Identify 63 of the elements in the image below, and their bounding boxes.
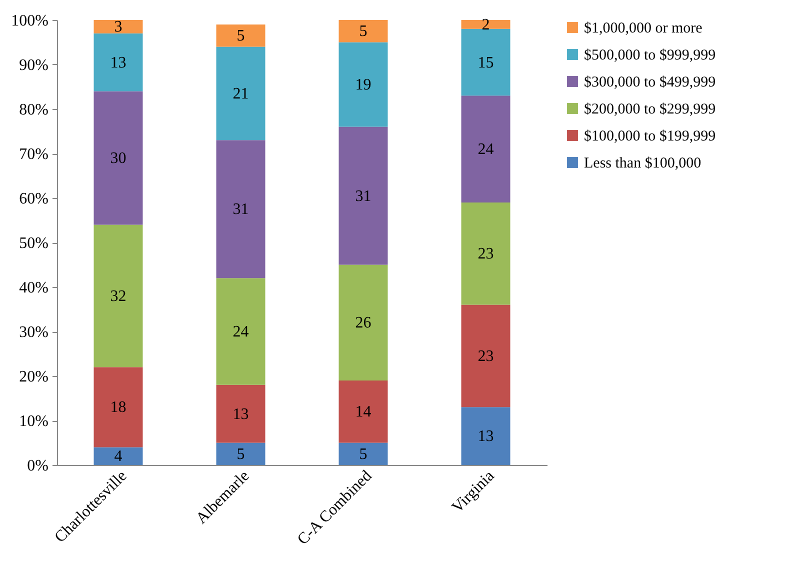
data-label: 24 [232, 324, 249, 340]
bar [216, 278, 266, 385]
data-label: 31 [232, 201, 249, 218]
y-tick-label: 70% [19, 146, 48, 163]
data-label: 30 [110, 150, 126, 167]
data-label: 13 [478, 428, 494, 446]
legend-label: $300,000 to $499,999 [584, 74, 716, 90]
bar [94, 33, 143, 92]
y-tick-label: 10% [19, 413, 48, 430]
bar [94, 447, 143, 465]
bar [461, 407, 510, 465]
bar [461, 304, 510, 408]
legend-label: $500,000 to $999,999 [584, 48, 716, 64]
bar [94, 367, 143, 448]
data-label: 21 [232, 85, 249, 102]
bar [216, 140, 266, 278]
y-tick-label: 100% [11, 12, 48, 30]
bar [216, 384, 266, 443]
legend-label: $100,000 to $199,999 [584, 128, 716, 144]
legend-label: Less than $100,000 [584, 156, 702, 172]
data-label: 26 [355, 314, 372, 332]
y-tick-label: 80% [19, 102, 48, 118]
data-label: 24 [478, 141, 494, 158]
bar [461, 96, 510, 202]
legend-label: $200,000 to $299,999 [584, 102, 716, 118]
data-label: 13 [232, 406, 249, 423]
data-label: 31 [355, 188, 372, 205]
data-label: 19 [355, 76, 372, 94]
bar [94, 224, 143, 368]
data-label: 3 [114, 18, 122, 36]
bar [338, 264, 388, 380]
data-label: 15 [478, 54, 494, 72]
y-tick-label: 50% [19, 235, 48, 252]
y-tick-label: 60% [19, 190, 48, 208]
data-label: 23 [478, 246, 494, 263]
bar [338, 380, 388, 443]
data-label: 5 [236, 446, 245, 463]
data-label: 5 [236, 28, 245, 45]
data-label: 32 [110, 288, 126, 305]
data-label: 18 [110, 399, 126, 416]
data-label: 23 [478, 348, 494, 365]
legend-label: $1,000,000 or more [584, 20, 703, 36]
data-label: 5 [359, 446, 368, 463]
y-tick-label: 30% [19, 324, 48, 341]
data-label: 5 [359, 23, 368, 40]
bar [216, 24, 266, 47]
bar [461, 28, 510, 96]
data-label: 4 [114, 448, 122, 466]
bar [338, 126, 388, 265]
y-tick-label: 20% [19, 368, 48, 386]
y-tick-label: 0% [27, 458, 48, 474]
bar [338, 442, 388, 465]
bar [216, 46, 266, 140]
data-label: 13 [110, 54, 126, 72]
bar [94, 20, 143, 34]
data-label: 14 [355, 404, 372, 421]
bar [338, 42, 388, 127]
y-tick-label: 90% [19, 57, 48, 74]
bar [94, 91, 143, 225]
bar [338, 20, 388, 42]
bar [216, 442, 266, 465]
y-tick-label: 40% [19, 280, 48, 296]
bar [461, 202, 510, 305]
